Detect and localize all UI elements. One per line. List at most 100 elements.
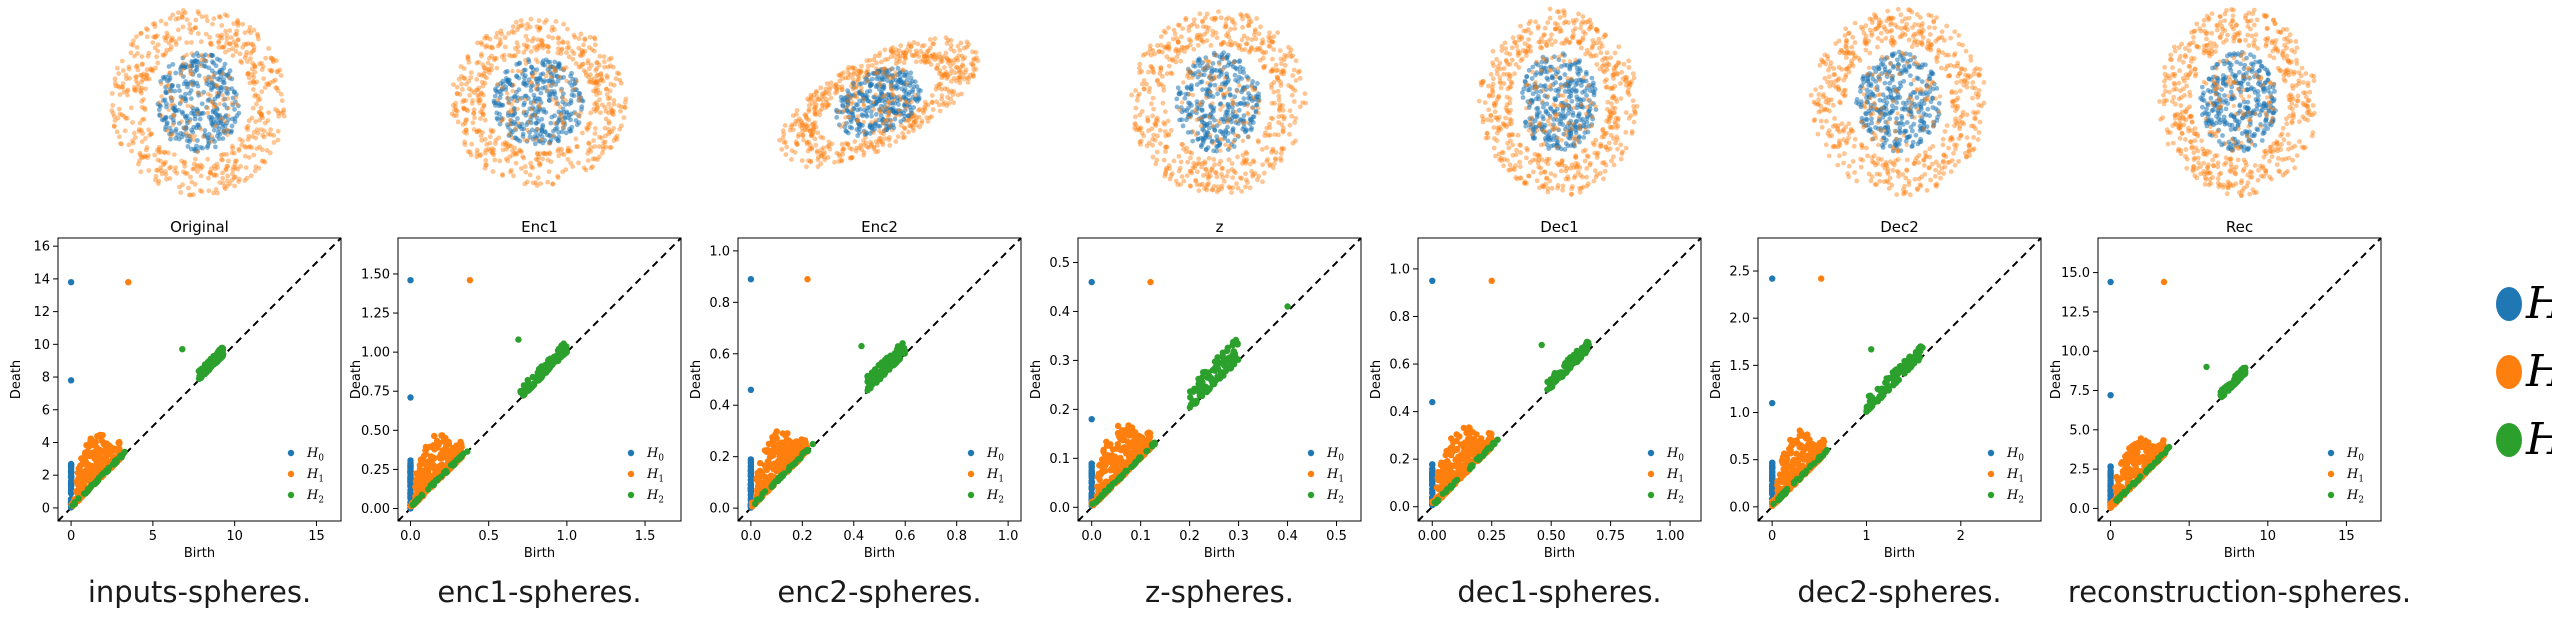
h2-point [2164,445,2171,452]
h1-outlier-point [125,279,132,286]
legend-marker [1307,449,1315,457]
h1-point [414,481,421,488]
h2-point [69,502,76,509]
h0-outlier-point [67,377,75,384]
plot-legend: H0 H1 H2 [627,446,664,506]
h2-point [1451,478,1459,485]
x-tick-label: 0.0 [400,529,421,544]
plot-legend: H0 H1 H2 [1307,446,1344,506]
x-tick-label: 0.4 [1277,529,1298,544]
chart-title: Dec2 [1880,218,1919,236]
h1-point [443,442,450,450]
y-tick-label: 1.0 [1389,262,1410,277]
h2-point [1867,394,1875,401]
x-axis-label: Birth [1204,546,1235,561]
h1-point [81,455,88,463]
h2-point [1101,489,1109,496]
h1-point [769,440,776,447]
x-tick-label: 1.0 [557,529,578,544]
h1-point [1783,460,1790,467]
h1-point [1095,470,1102,477]
h0-point [67,460,75,468]
h1-point [2118,460,2125,467]
h0-point [1088,463,1095,471]
h2-point [536,375,544,382]
h1-point [1803,435,1811,442]
h2-point [1816,455,1823,462]
h2-point [546,364,554,371]
h2-point [1579,348,1587,356]
h2-point [2130,480,2137,487]
plot-frame [397,237,682,522]
panel-caption: dec1-spheres. [1457,575,1661,609]
legend-marker [1307,491,1315,499]
h2-point [82,490,89,497]
y-tick-label: 0.25 [361,463,390,478]
y-tick-label: 2.5 [1729,265,1750,280]
h1-point [417,470,424,477]
h1-point [1789,458,1797,465]
h2-point [1475,453,1483,461]
h2-point [2220,391,2227,399]
x-tick-label: 0.5 [1326,529,1347,544]
h0-point [407,468,414,475]
h2-point [1796,475,1803,482]
h2-point [1217,359,1224,367]
legend-label: H2 [306,488,324,506]
h2-point [203,367,210,374]
h2-point [883,354,891,361]
x-tick-label: 0.2 [1179,529,1200,544]
h1-point [776,440,784,448]
h1-outlier-point [2160,278,2168,286]
y-tick-label: 2.0 [1729,312,1750,327]
chart-title: Original [170,218,229,236]
panel-enc1: Enc1 0.0 0.5 1.0 1.5 0.00 0.25 0.50 0.75 1.00 1.25… [349,16,682,609]
plot-legend: H0 H1 H2 [967,446,1004,506]
h2-point [1566,359,1573,366]
y-tick-label: 1.25 [361,307,390,322]
x-tick-label: 1.00 [1656,529,1685,544]
h2-point [2237,367,2244,375]
y-tick-label: 0.3 [1049,354,1070,369]
h2-point [2234,376,2242,383]
h2-point [1890,377,1898,385]
chart-title: Dec1 [1540,218,1579,236]
h1-point [2134,448,2141,456]
y-tick-label: 0.2 [1049,403,1070,418]
h2-point [756,495,763,503]
h1-point [440,436,448,443]
legend-label: H2 [646,488,664,506]
h1-point [758,471,766,478]
h1-point [110,445,118,452]
h2-outlier-point [858,342,865,350]
h1-point [1114,429,1122,437]
y-tick-label: 2.5 [2069,463,2090,478]
y-tick-label: 0.75 [361,385,390,400]
h2-point [802,448,809,455]
y-tick-label: 0.50 [361,424,390,439]
legend-label: H1 [2346,467,2364,485]
h2-point [1776,496,1783,503]
h0-outlier-point [407,277,414,284]
y-tick-label: 0.8 [709,296,730,311]
h2-point [1230,361,1238,368]
h1-point [1445,460,1452,467]
h2-point [521,391,528,398]
global-legend-marker [2496,423,2522,457]
legend-marker [1647,470,1655,478]
h2-point [1491,440,1498,448]
y-tick-label: 10 [33,338,50,353]
h1-point [2136,454,2144,462]
y-tick-label: 14 [33,272,50,287]
legend-label: H1 [306,467,324,485]
h1-point [98,437,106,444]
y-tick-label: 1.0 [709,244,730,259]
h2-point [1880,392,1887,399]
h1-point [2144,455,2151,463]
h2-point [1466,465,1474,473]
h1-point [1468,449,1475,456]
x-tick-label: 0.0 [1081,529,1102,544]
y-tick-label: 16 [33,240,50,255]
legend-label: H1 [986,467,1004,485]
h1-point [1780,450,1788,458]
